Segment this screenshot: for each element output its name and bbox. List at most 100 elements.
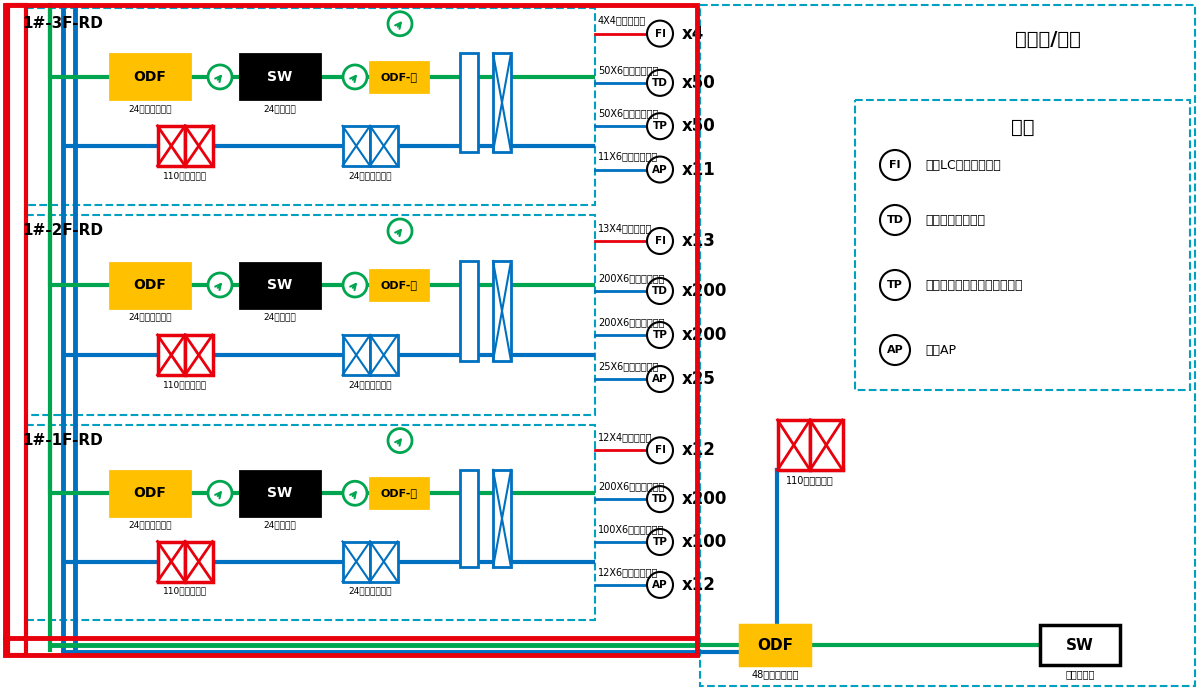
Text: 1#-2F-RD: 1#-2F-RD — [22, 223, 103, 238]
Bar — [370, 126, 397, 166]
Text: TD: TD — [652, 78, 668, 88]
Bar — [700, 5, 1195, 686]
Text: 12X4芯单模光缆: 12X4芯单模光缆 — [598, 433, 653, 442]
Text: 无线AP: 无线AP — [925, 343, 956, 357]
Text: SW: SW — [1066, 638, 1094, 652]
Text: SW: SW — [268, 70, 293, 84]
Text: x200: x200 — [682, 326, 727, 344]
Text: x50: x50 — [682, 117, 715, 135]
Circle shape — [647, 157, 673, 182]
Text: 50X6类非屏蔽网线: 50X6类非屏蔽网线 — [598, 65, 659, 75]
Circle shape — [647, 70, 673, 96]
Text: 12X6类非屏蔽网线: 12X6类非屏蔽网线 — [598, 567, 659, 577]
Circle shape — [647, 228, 673, 254]
Circle shape — [343, 65, 367, 89]
Bar — [185, 542, 212, 582]
Text: FI: FI — [889, 160, 901, 170]
Circle shape — [647, 322, 673, 348]
Circle shape — [880, 150, 910, 180]
Bar — [110, 263, 190, 307]
Text: 200X6类非屏蔽网线: 200X6类非屏蔽网线 — [598, 481, 665, 491]
Bar — [342, 126, 370, 166]
Text: 110语音配线架: 110语音配线架 — [163, 587, 208, 596]
Bar — [157, 542, 185, 582]
Circle shape — [388, 219, 412, 243]
Text: 1#-1F-RD: 1#-1F-RD — [22, 433, 103, 448]
Text: TD: TD — [887, 215, 904, 225]
Bar — [810, 420, 842, 470]
Text: TP: TP — [887, 280, 902, 290]
Bar — [110, 55, 190, 100]
Bar — [14, 8, 595, 205]
Text: x12: x12 — [682, 576, 716, 594]
Bar — [778, 420, 810, 470]
Text: 单孔语音信息面板（同语音）: 单孔语音信息面板（同语音） — [925, 278, 1022, 292]
Bar — [493, 53, 511, 152]
Circle shape — [647, 278, 673, 304]
Text: x100: x100 — [682, 533, 727, 551]
Text: TP: TP — [653, 537, 667, 547]
Bar — [370, 335, 397, 375]
Bar — [460, 53, 478, 152]
Text: SW: SW — [268, 278, 293, 292]
Text: 25X6类非屏蔽网线: 25X6类非屏蔽网线 — [598, 361, 659, 371]
Bar — [370, 542, 397, 582]
Bar — [240, 471, 320, 515]
Text: 24口光纤配线架: 24口光纤配线架 — [128, 104, 172, 113]
Bar — [342, 542, 370, 582]
Text: 200X6类非屏蔽网线: 200X6类非屏蔽网线 — [598, 273, 665, 283]
Circle shape — [388, 428, 412, 453]
Text: 24口交换机: 24口交换机 — [264, 521, 296, 530]
Text: TP: TP — [653, 121, 667, 131]
Circle shape — [208, 65, 232, 89]
Text: 24口网络配线架: 24口网络配线架 — [348, 380, 391, 389]
Text: x200: x200 — [682, 282, 727, 300]
Bar — [157, 335, 185, 375]
Text: 110语音配线架: 110语音配线架 — [786, 475, 834, 485]
Bar — [8, 5, 26, 655]
Circle shape — [208, 273, 232, 297]
Bar — [110, 471, 190, 515]
Bar — [14, 215, 595, 415]
Text: ODF: ODF — [757, 638, 793, 652]
Text: 单孔数据信息面板: 单孔数据信息面板 — [925, 214, 985, 227]
Circle shape — [647, 21, 673, 46]
Circle shape — [647, 529, 673, 555]
Bar — [342, 335, 370, 375]
Text: x12: x12 — [682, 442, 716, 460]
Text: FI: FI — [654, 28, 666, 39]
Text: 11X6类非屏蔽网线: 11X6类非屏蔽网线 — [598, 151, 659, 162]
Text: TD: TD — [652, 494, 668, 504]
Circle shape — [880, 205, 910, 235]
Text: ODF-前: ODF-前 — [380, 72, 418, 82]
Text: x50: x50 — [682, 74, 715, 92]
Text: 设备间/机房: 设备间/机房 — [1014, 30, 1080, 49]
Bar — [157, 126, 185, 166]
Bar — [370, 478, 428, 509]
Text: 24口网络配线架: 24口网络配线架 — [348, 171, 391, 180]
Text: TD: TD — [652, 286, 668, 296]
Circle shape — [647, 437, 673, 464]
Text: 24口光纤配线架: 24口光纤配线架 — [128, 312, 172, 321]
Text: AP: AP — [652, 580, 668, 590]
Bar — [493, 261, 511, 361]
Text: ODF: ODF — [133, 278, 167, 292]
Text: 24口网络配线架: 24口网络配线架 — [348, 587, 391, 596]
Text: x11: x11 — [682, 160, 715, 178]
Text: 48口光纤配线架: 48口光纤配线架 — [751, 669, 799, 679]
Text: 100X6类非屏蔽网线: 100X6类非屏蔽网线 — [598, 524, 665, 534]
Text: 1#-3F-RD: 1#-3F-RD — [22, 16, 103, 31]
Bar — [185, 335, 212, 375]
Text: ODF-前: ODF-前 — [380, 280, 418, 290]
Text: ODF-前: ODF-前 — [380, 489, 418, 498]
Text: 50X6类非屏蔽网线: 50X6类非屏蔽网线 — [598, 108, 659, 118]
Circle shape — [647, 572, 673, 598]
Text: SW: SW — [268, 486, 293, 500]
Text: x4: x4 — [682, 25, 704, 43]
Bar — [370, 62, 428, 92]
Circle shape — [647, 486, 673, 512]
Circle shape — [647, 366, 673, 392]
Text: 24口交换机: 24口交换机 — [264, 312, 296, 321]
Text: AP: AP — [652, 374, 668, 384]
Text: 13X4芯单模光缆: 13X4芯单模光缆 — [598, 223, 653, 233]
